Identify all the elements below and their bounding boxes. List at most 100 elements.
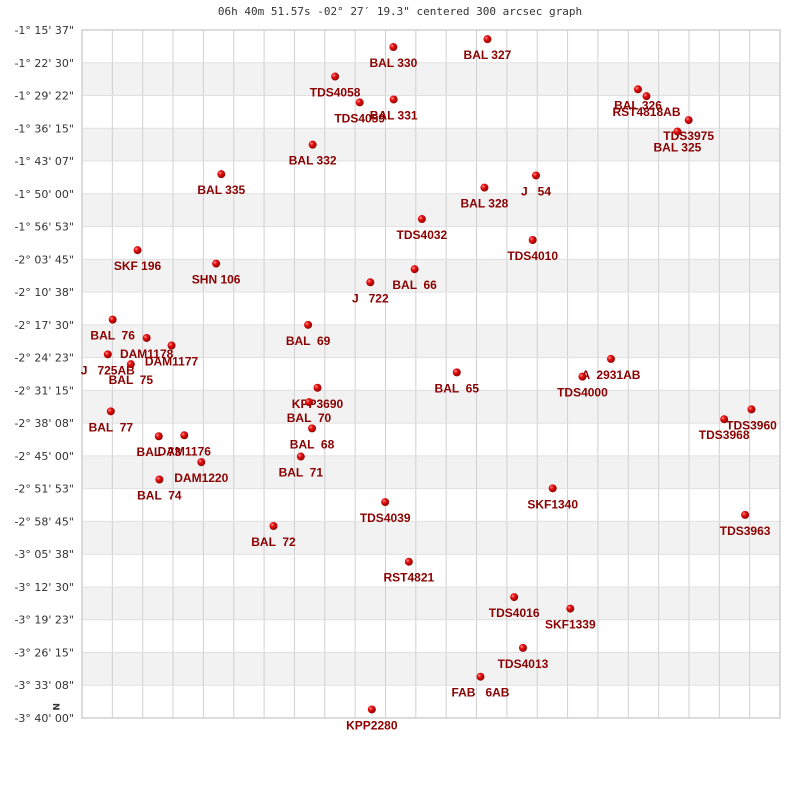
star-label: DAM1178 — [120, 347, 174, 361]
star-point — [269, 522, 278, 531]
star-label: DAM1177 — [145, 354, 199, 368]
star-point — [367, 705, 376, 714]
star-point — [217, 170, 226, 179]
star-point — [518, 643, 527, 652]
y-tick-label: -3° 33' 08" — [14, 679, 74, 692]
y-tick-label: -1° 29' 22" — [14, 90, 74, 103]
star-points — [103, 35, 756, 714]
row-band — [82, 652, 780, 686]
plot-frame — [81, 29, 781, 719]
star-point — [381, 498, 390, 507]
star-point — [642, 92, 651, 101]
star-point — [155, 475, 164, 484]
row-bands — [82, 62, 780, 686]
star-point — [305, 398, 314, 407]
star-label: RST4821 — [383, 571, 434, 585]
star-point — [528, 236, 537, 245]
y-tick-label: -2° 51' 53" — [14, 483, 74, 496]
north-indicator: N — [50, 703, 60, 711]
star-label: BAL 332 — [289, 154, 337, 168]
star-label: KPP3690 — [292, 397, 344, 411]
star-label: J 725AB — [81, 363, 135, 377]
star-point — [389, 95, 398, 104]
star-point — [296, 452, 305, 461]
star-label: FAB 6AB — [451, 686, 509, 700]
star-label: TDS4059 — [334, 111, 385, 125]
star-point — [197, 458, 206, 467]
y-tick-label: -2° 38' 08" — [14, 417, 74, 430]
row-band — [82, 128, 780, 162]
star-label: SKF1340 — [527, 497, 578, 511]
star-label: BAL 327 — [464, 48, 512, 62]
star-label: BAL 326 — [614, 98, 662, 112]
star-point — [389, 43, 398, 52]
star-point — [106, 407, 115, 416]
chart-title: 06h 40m 51.57s -02° 27′ 19.3" centered 3… — [217, 5, 583, 18]
star-label: TDS4016 — [489, 606, 540, 620]
star-point — [212, 259, 221, 268]
y-tick-label: -3° 05' 38" — [14, 548, 74, 561]
star-point — [103, 350, 112, 359]
star-point — [606, 354, 615, 363]
star-label: BAL 72 — [251, 535, 296, 549]
star-point — [308, 140, 317, 149]
star-label: BAL 71 — [279, 466, 324, 480]
y-tick-label: -2° 10' 38" — [14, 286, 74, 299]
star-point — [684, 116, 693, 125]
horizontal-gridlines — [82, 62, 780, 686]
star-point — [167, 341, 176, 350]
star-point — [417, 215, 426, 224]
star-label: BAL 325 — [654, 141, 702, 155]
star-point — [483, 35, 492, 44]
star-label: A 2931AB — [582, 368, 641, 382]
star-label: RST4818AB — [612, 105, 680, 119]
row-band — [82, 390, 780, 424]
y-tick-label: -2° 17' 30" — [14, 319, 74, 332]
star-label: BAL 75 — [109, 373, 154, 387]
row-band — [82, 324, 780, 358]
star-point — [578, 372, 587, 381]
y-tick-label: -3° 19' 23" — [14, 614, 74, 627]
y-tick-label: -1° 36' 15" — [14, 122, 74, 135]
y-tick-label: -3° 26' 15" — [14, 646, 74, 659]
star-label: BAL 74 — [137, 488, 182, 502]
star-point — [126, 360, 135, 369]
star-label: BAL 70 — [287, 411, 332, 425]
star-point — [410, 265, 419, 274]
star-label: SHN 106 — [192, 273, 241, 287]
row-band — [82, 62, 780, 96]
star-point — [355, 98, 364, 107]
star-label: BAL 330 — [369, 56, 417, 70]
star-label: BAL 77 — [89, 420, 134, 434]
star-point — [108, 315, 117, 324]
row-band — [82, 586, 780, 620]
star-label: BAL 68 — [290, 437, 335, 451]
star-point — [476, 672, 485, 681]
star-label: TDS3968 — [699, 428, 750, 442]
star-point — [566, 604, 575, 613]
y-tick-label: -1° 22' 30" — [14, 57, 74, 70]
star-point — [747, 405, 756, 414]
y-tick-label: -1° 50' 00" — [14, 188, 74, 201]
star-label: BAL 331 — [370, 108, 418, 122]
star-label: TDS3960 — [726, 418, 777, 432]
y-tick-label: -1° 56' 53" — [14, 221, 74, 234]
star-label: BAL 73 — [137, 445, 182, 459]
y-tick-label: -1° 15' 37" — [14, 24, 74, 37]
star-point — [510, 593, 519, 602]
star-label: BAL 328 — [461, 197, 509, 211]
star-label: SKF1339 — [545, 618, 596, 632]
star-label: J 722 — [352, 291, 389, 305]
y-tick-label: -2° 58' 45" — [14, 515, 74, 528]
star-label: TDS3963 — [720, 524, 771, 538]
star-label: BAL 65 — [435, 381, 480, 395]
star-label: TDS4000 — [557, 386, 608, 400]
star-point — [180, 431, 189, 440]
star-label: J 54 — [521, 184, 551, 198]
star-point — [133, 246, 142, 255]
vertical-gridlines — [111, 30, 751, 718]
y-tick-label: -3° 12' 30" — [14, 581, 74, 594]
star-point — [304, 320, 313, 329]
star-point — [404, 557, 413, 566]
